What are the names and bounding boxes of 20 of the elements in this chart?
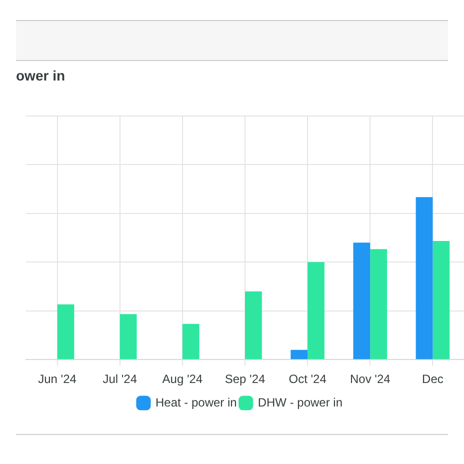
bar (245, 291, 262, 360)
bar (182, 324, 200, 360)
x-tick-label: Jul '24 (102, 372, 138, 386)
bar (432, 240, 450, 360)
bar (353, 242, 370, 360)
legend-label: DHW - power in (258, 395, 343, 410)
bar (308, 262, 324, 360)
x-tick-label: Sep '24 (224, 372, 266, 386)
bar (120, 314, 137, 360)
bar (57, 304, 74, 360)
x-tick-label: Jun '24 (38, 372, 77, 386)
bar (416, 197, 433, 360)
x-tick-label: Oct '24 (288, 372, 327, 386)
chart-title: ower in (16, 67, 66, 84)
x-tick-label: Nov '24 (350, 372, 391, 386)
legend-label: Heat - power in (155, 395, 237, 410)
x-tick-label: Aug '24 (162, 372, 203, 386)
x-tick-label: Dec (422, 372, 444, 386)
bar (370, 249, 388, 360)
bar (290, 350, 308, 360)
